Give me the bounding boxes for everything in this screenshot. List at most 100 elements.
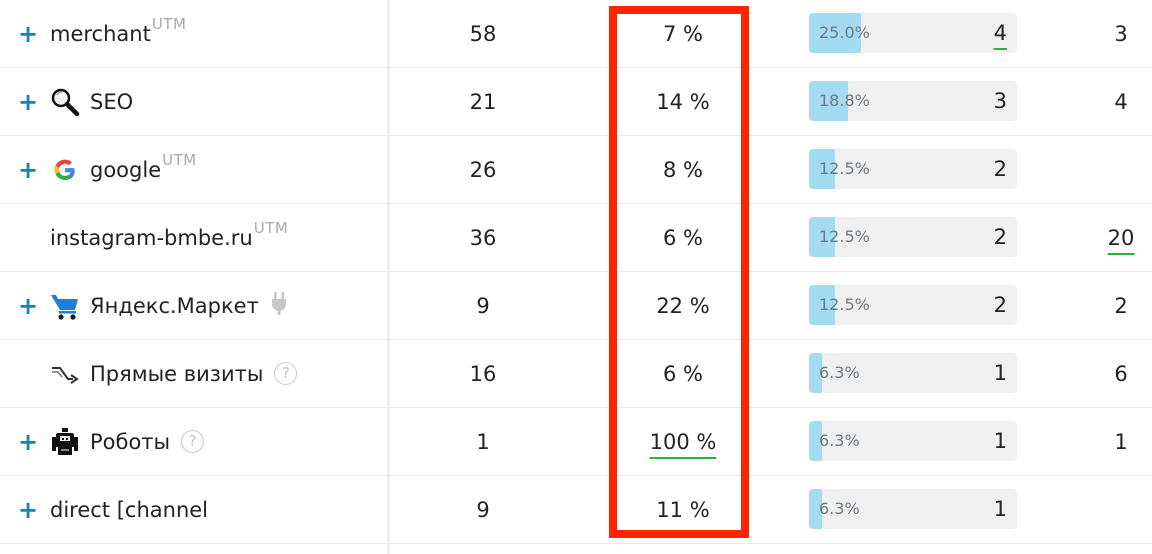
- table-row: +Прямые визиты?166 %6.3%16: [0, 340, 1152, 408]
- share-bar: 12.5% 2: [809, 217, 1017, 257]
- table-row: + merchant UTM 58 7 % 25.0% 4 3: [0, 0, 1152, 68]
- source-name[interactable]: Роботы: [90, 429, 171, 454]
- visits-text: 58: [469, 21, 497, 46]
- percent-value: 11 %: [600, 476, 766, 543]
- share-bar-fill: [809, 81, 849, 121]
- percent-value: 7 %: [600, 0, 766, 67]
- share-count-text: 2: [993, 157, 1007, 181]
- share-bar-fill: [809, 217, 835, 257]
- visits-value: 36: [400, 204, 566, 271]
- table-row: + Яндекс.Маркет 9 22 % 12.5% 2 2: [0, 272, 1152, 340]
- share-count: 2: [994, 285, 1007, 325]
- utm-badge: UTM: [151, 14, 187, 33]
- share-bar-label: 6.3%: [819, 363, 860, 382]
- share-count-text: 1: [993, 361, 1007, 385]
- share-bar-fill: [809, 149, 835, 189]
- visits-text: 21: [469, 89, 497, 114]
- share-count-text[interactable]: 4: [993, 21, 1007, 45]
- last-value: 4: [1090, 68, 1152, 135]
- help-icon[interactable]: ?: [181, 430, 205, 453]
- source-name[interactable]: instagram-bmbe.ru: [50, 225, 253, 250]
- source-cell: + SEO: [0, 68, 385, 135]
- share-bar: 6.3% 1: [809, 489, 1017, 529]
- source-cell: + direct [channel: [0, 476, 385, 543]
- expand-button[interactable]: +: [17, 495, 39, 524]
- utm-badge: UTM: [253, 218, 289, 237]
- expand-button[interactable]: +: [17, 19, 39, 48]
- percent-value: 8 %: [600, 136, 766, 203]
- share-bar: 6.3% 1: [809, 421, 1017, 461]
- visits-text: 9: [476, 497, 490, 522]
- source-name[interactable]: google: [90, 157, 162, 182]
- last-value: [1090, 136, 1152, 203]
- percent-text: 6 %: [663, 225, 703, 250]
- percent-value: 22 %: [600, 272, 766, 339]
- last-value: 3: [1090, 0, 1152, 67]
- visits-value: 26: [400, 136, 566, 203]
- column-divider: [387, 0, 390, 554]
- share-count: 1: [994, 489, 1007, 529]
- table-row: + SEO 21 14 % 18.8% 3 4: [0, 68, 1152, 136]
- expand-button[interactable]: +: [17, 87, 39, 116]
- magnifier-icon: [50, 87, 80, 117]
- visits-value: 9: [400, 476, 566, 543]
- share-count: 2: [994, 217, 1007, 257]
- share-count-text: 1: [993, 429, 1007, 453]
- share-bar-label: 25.0%: [819, 23, 870, 42]
- share-bar-label: 6.3%: [819, 431, 860, 450]
- share-count-text: 2: [993, 225, 1007, 249]
- last-value: 6: [1090, 340, 1152, 407]
- visits-text: 36: [469, 225, 497, 250]
- last-value: [1090, 476, 1152, 543]
- source-name[interactable]: Яндекс.Маркет: [90, 293, 259, 318]
- percent-value: 100 %: [600, 408, 766, 475]
- last-text[interactable]: 20: [1107, 225, 1135, 250]
- table-row: + Роботы? 1 100 % 6.3% 1 1: [0, 408, 1152, 476]
- source-name[interactable]: Прямые визиты: [90, 361, 264, 386]
- google-icon: [50, 155, 80, 185]
- source-cell: + Яндекс.Маркет: [0, 272, 385, 339]
- share-bar-label: 12.5%: [819, 227, 870, 246]
- robot-icon: [50, 427, 80, 457]
- expand-button[interactable]: +: [17, 155, 39, 184]
- last-text: 2: [1114, 293, 1128, 318]
- percent-text: 8 %: [663, 157, 703, 182]
- visits-text: 26: [469, 157, 497, 182]
- share-count: 1: [994, 353, 1007, 393]
- share-bar-fill: [809, 489, 823, 529]
- share-bar: 25.0% 4: [809, 13, 1017, 53]
- help-icon[interactable]: ?: [274, 362, 298, 385]
- source-name[interactable]: SEO: [90, 89, 134, 114]
- visits-value: 1: [400, 408, 566, 475]
- last-text: 3: [1114, 21, 1128, 46]
- table-row: + google UTM 26 8 % 12.5% 2: [0, 136, 1152, 204]
- last-value: 20: [1090, 204, 1152, 271]
- percent-text: 14 %: [656, 89, 710, 114]
- table-row: + direct [channel 9 11 % 6.3% 1: [0, 476, 1152, 544]
- visits-value: 21: [400, 68, 566, 135]
- share-bar-fill: [809, 285, 835, 325]
- percent-text: 6 %: [663, 361, 703, 386]
- share-bar-fill: [809, 353, 823, 393]
- share-bar-fill: [809, 421, 823, 461]
- percent-text: 22 %: [656, 293, 710, 318]
- shopping-cart-icon: [50, 291, 80, 321]
- source-cell: +Прямые визиты?: [0, 340, 385, 407]
- source-cell: + merchant UTM: [0, 0, 385, 67]
- share-count: 3: [994, 81, 1007, 121]
- share-bar-label: 12.5%: [819, 159, 870, 178]
- last-text: 6: [1114, 361, 1128, 386]
- expand-button[interactable]: +: [17, 427, 39, 456]
- utm-badge: UTM: [162, 150, 197, 169]
- percent-value: 14 %: [600, 68, 766, 135]
- expand-button[interactable]: +: [17, 291, 39, 320]
- share-bar: 6.3% 1: [809, 353, 1017, 393]
- percent-text[interactable]: 100 %: [649, 429, 717, 454]
- source-name[interactable]: merchant: [50, 21, 151, 46]
- visits-text: 16: [469, 361, 497, 386]
- share-count[interactable]: 4: [994, 13, 1007, 53]
- source-name[interactable]: direct [channel: [50, 497, 209, 522]
- share-count: 2: [994, 149, 1007, 189]
